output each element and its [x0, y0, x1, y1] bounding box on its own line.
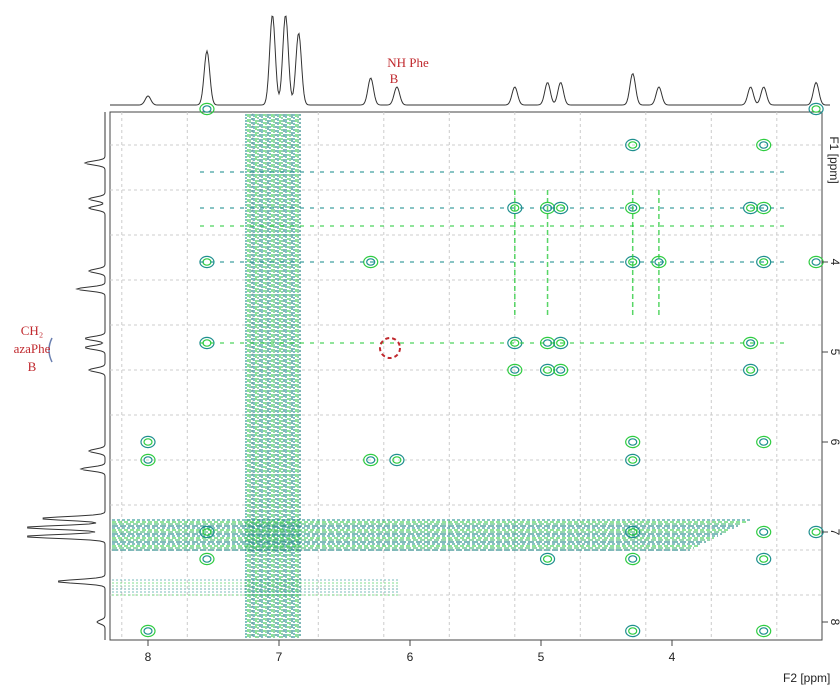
cross-peaks: [112, 102, 824, 638]
cross-peak: [553, 363, 569, 377]
annotation: azaPhe: [14, 341, 51, 356]
highlight-circle: [379, 337, 401, 359]
cross-peak: [625, 138, 641, 152]
y-tick-label: 6: [828, 439, 840, 446]
annotation: CH₂: [21, 323, 44, 338]
cross-peak: [366, 258, 376, 266]
annotation: B: [28, 359, 37, 374]
cross-peak: [745, 339, 756, 347]
cross-peak: [556, 204, 566, 212]
cross-peak: [625, 525, 641, 539]
annotation: NH Phe: [387, 55, 429, 70]
cross-peak: [759, 141, 769, 149]
cross-peak: [199, 552, 215, 566]
cross-peak: [140, 453, 156, 467]
cross-peak: [628, 438, 638, 446]
cross-peak: [625, 552, 641, 566]
projections: [27, 15, 830, 640]
cross-peak: [811, 528, 821, 536]
y-tick-label: 4: [828, 259, 840, 266]
cross-peak: [625, 624, 641, 638]
cross-peak: [759, 627, 769, 635]
cross-peak: [759, 258, 769, 266]
cross-peak: [510, 366, 520, 374]
cross-peak: [366, 456, 376, 464]
x-tick-label: 6: [407, 650, 414, 664]
cross-peak: [745, 204, 756, 212]
cross-peak: [628, 204, 638, 212]
cross-peak: [759, 438, 769, 446]
cross-peak: [389, 453, 405, 467]
cross-peak: [625, 435, 641, 449]
bracket: [48, 337, 53, 363]
cross-peak: [363, 453, 379, 467]
cross-peak: [756, 138, 772, 152]
cross-peak: [507, 363, 523, 377]
x-tick-label: 4: [669, 650, 676, 664]
y-axis-label: F1 [ppm]: [827, 136, 840, 183]
cross-peak: [542, 366, 553, 374]
cross-peak: [811, 105, 821, 113]
f1-projection: [27, 112, 106, 640]
cross-peak: [202, 105, 212, 113]
cross-peak: [811, 258, 821, 266]
cross-peak: [140, 624, 156, 638]
x-tick-label: 5: [538, 650, 545, 664]
f2-projection: [110, 15, 830, 106]
cross-peak: [539, 552, 556, 566]
cross-peak: [539, 363, 556, 377]
cross-peak: [556, 339, 566, 347]
cross-peak: [808, 102, 824, 116]
x-tick-label: 7: [276, 650, 283, 664]
cross-peak: [628, 528, 638, 536]
y-tick-label: 5: [828, 349, 840, 356]
cross-peak: [202, 555, 212, 563]
cross-peak: [628, 627, 638, 635]
y-tick-label: 8: [828, 619, 840, 626]
cross-peak: [199, 102, 215, 116]
cross-peak: [759, 204, 769, 212]
cross-peak: [756, 552, 772, 566]
cross-peak: [143, 438, 153, 446]
cross-peak: [199, 525, 215, 539]
cross-peak: [556, 366, 566, 374]
cross-peak: [628, 141, 638, 149]
annotation: B: [390, 71, 399, 86]
cross-peak: [756, 435, 772, 449]
y-tick-label: 7: [828, 529, 840, 536]
cross-peak: [392, 456, 402, 464]
cross-peak: [628, 555, 638, 563]
cross-peak: [140, 435, 156, 449]
cross-peak: [759, 528, 769, 536]
cross-peak: [756, 624, 772, 638]
x-axis-label: F2 [ppm]: [783, 671, 830, 685]
cross-peak: [143, 456, 153, 464]
cross-peak: [756, 525, 772, 539]
cross-peak: [542, 555, 553, 563]
cross-peak: [628, 456, 638, 464]
cross-peak: [202, 528, 212, 536]
plot-frame: [109, 111, 823, 641]
cross-peak: [759, 555, 769, 563]
cross-peak: [143, 627, 153, 635]
cross-peak: [625, 453, 641, 467]
cross-peak: [745, 366, 756, 374]
grid: [110, 112, 822, 640]
cross-peak: [742, 363, 759, 377]
x-tick-label: 8: [145, 650, 152, 664]
